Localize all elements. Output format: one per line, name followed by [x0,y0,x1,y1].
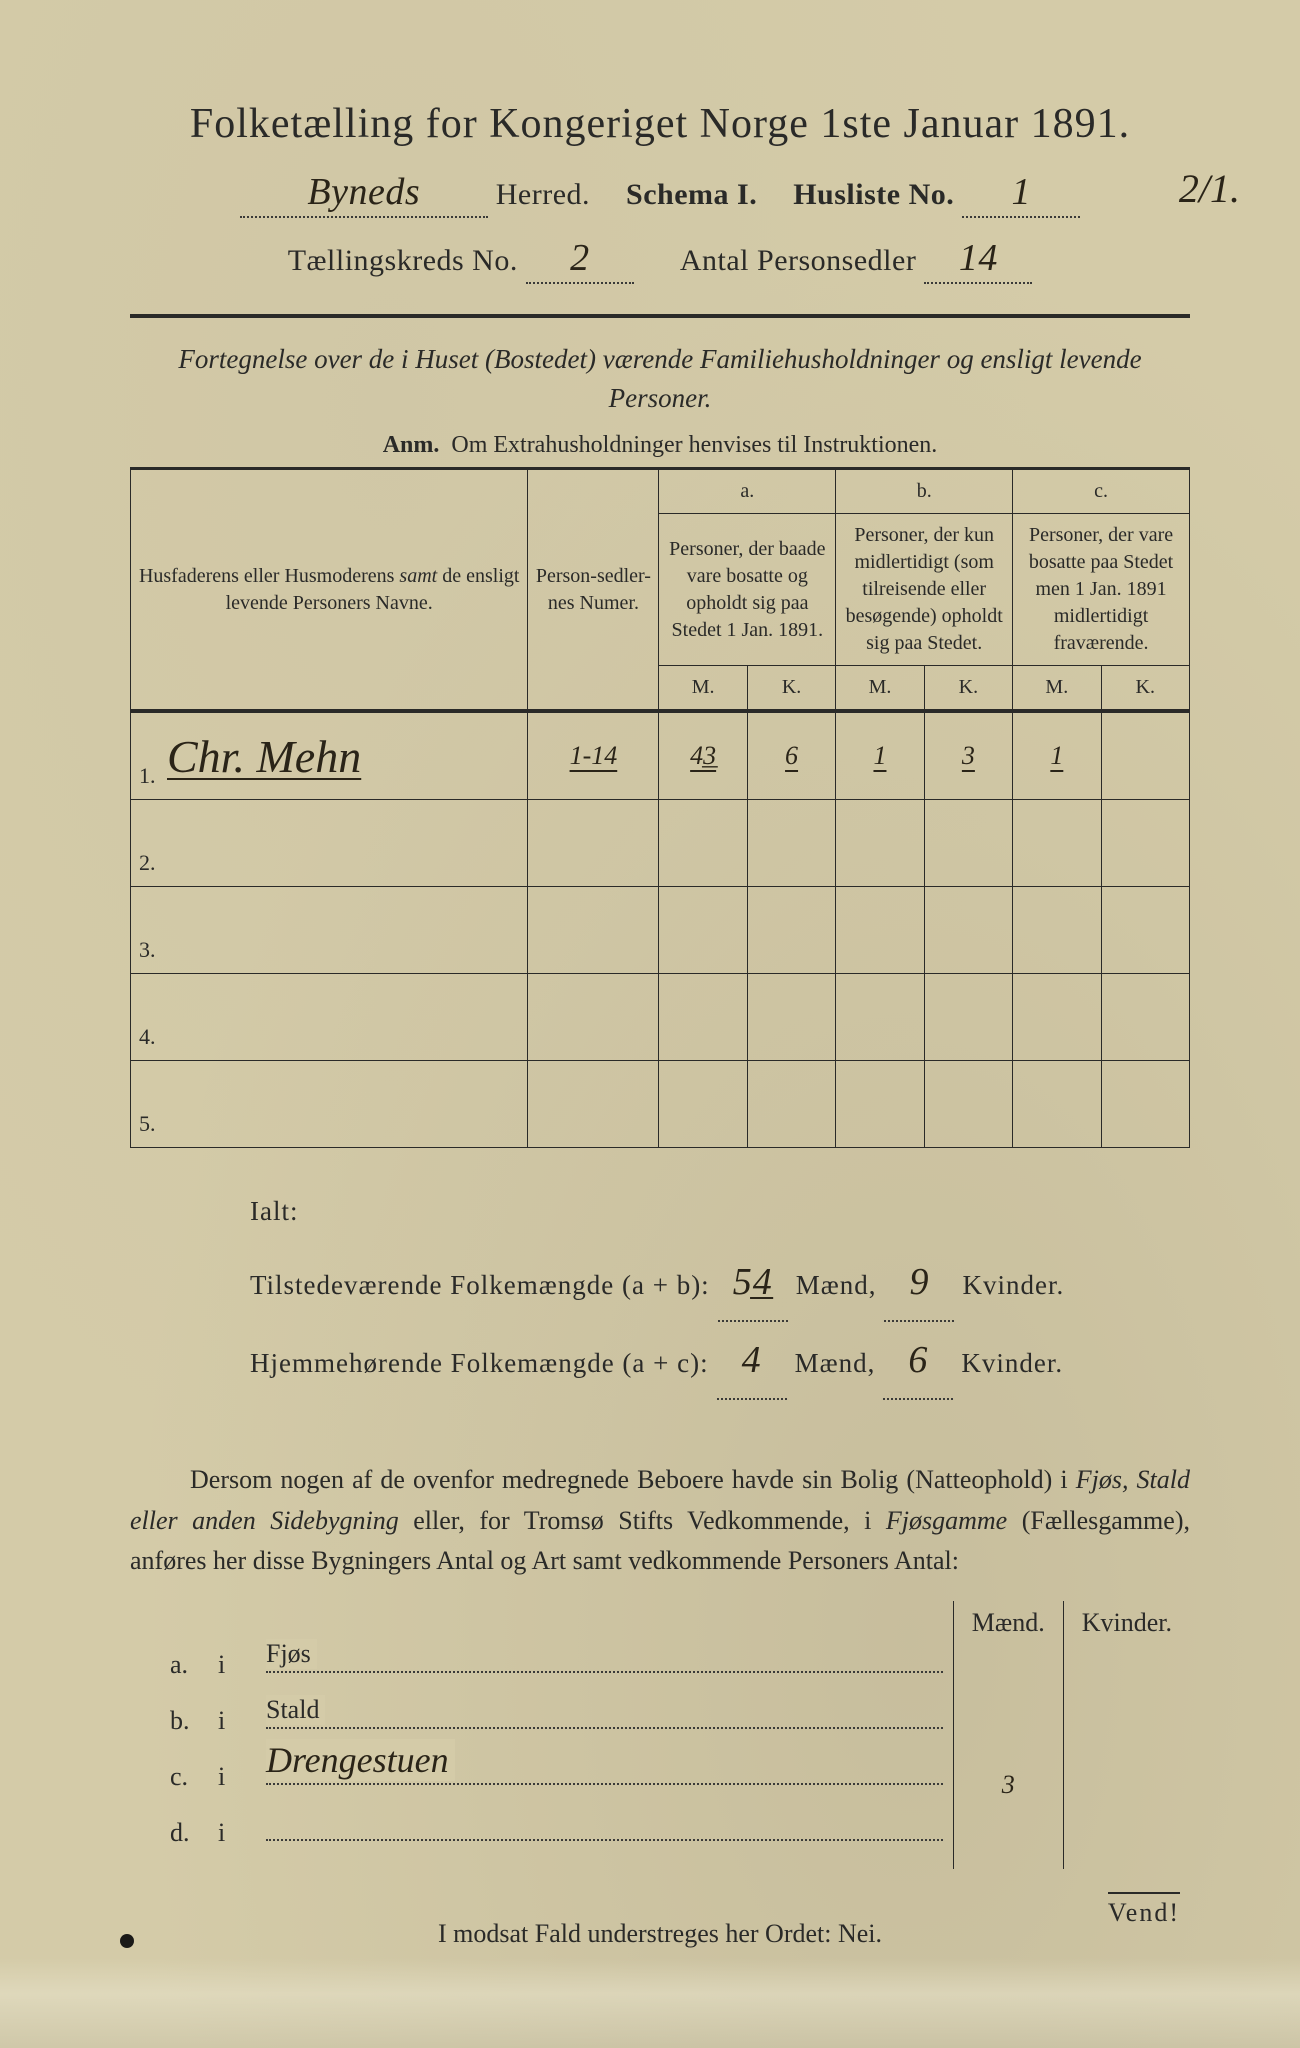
building-row-c: c. i Drengestuen [130,1757,943,1813]
col-a-k: K. [747,666,835,712]
divider-rule [130,314,1190,318]
col-c-text: Personer, der vare bosatte paa Stedet me… [1013,514,1190,666]
col-c-m: M. [1013,666,1101,712]
present-m: 5͟4 [718,1244,788,1322]
resident-k: 6 [883,1322,953,1400]
building-kvinder-header: Kvinder. [1063,1601,1190,1645]
resident-total-row: Hjemmehørende Folkemængde (a + c): 4 Mæn… [250,1322,1190,1400]
husliste-label: Husliste No. [793,178,954,212]
antal-label: Antal Personsedler [680,244,916,278]
dersom-paragraph: Dersom nogen af de ovenfor medregnede Be… [130,1460,1190,1581]
person-name: Chr. Mehn [167,731,361,782]
modsat-text: I modsat Fald understreges her Ordet: Ne… [130,1919,1190,1949]
building-maend-header: Mænd. [953,1601,1063,1645]
antal-value: 14 [924,236,1032,284]
stald-label: Stald [266,1695,325,1725]
cell-c-m: 1 [1013,711,1101,800]
col-c-k: K. [1101,666,1189,712]
cell-c-k [1101,711,1189,800]
ink-dot [120,1934,134,1948]
header-row-2: Tællingskreds No. 2 Antal Personsedler 1… [130,236,1190,284]
kreds-label: Tællingskreds No. [288,244,518,278]
numer-cell: 1-14 [528,711,659,800]
building-row-a: a. i Fjøs [130,1645,943,1701]
col-a-label: a. [659,469,836,514]
col-a-m: M. [659,666,747,712]
herred-value: Byneds [240,170,488,218]
main-title: Folketælling for Kongeriget Norge 1ste J… [130,100,1190,148]
census-form-page: Folketælling for Kongeriget Norge 1ste J… [0,0,1300,2048]
resident-m: 4 [717,1322,787,1400]
cell-b-k: 3 [924,711,1012,800]
col-names: Husfaderens eller Husmoderens samt de en… [131,469,528,712]
header-row-1: Byneds Herred. Schema I. Husliste No. 1 [130,170,1190,218]
table-body: 1.Chr. Mehn 1-14 4͟3 6 1 3 1 2. 3. 4. [131,711,1190,1148]
schema-label: Schema I. [626,178,757,212]
present-k: 9 [884,1244,954,1322]
margin-annotation: 2/1. [1179,165,1240,212]
col-b-label: b. [836,469,1013,514]
table-row: 2. [131,800,1190,887]
herred-label: Herred. [496,178,590,212]
col-b-k: K. [924,666,1012,712]
vend-label: Vend! [1108,1892,1180,1928]
building-row-b: b. i Stald [130,1701,943,1757]
husliste-value: 1 [962,170,1080,218]
table-row: 5. [131,1061,1190,1148]
form-description: Fortegnelse over de i Huset (Bostedet) v… [150,340,1170,418]
ialt-label: Ialt: [250,1184,1190,1238]
totals-block: Ialt: Tilstedeværende Folkemængde (a + b… [250,1184,1190,1400]
col-a-text: Personer, der baade vare bosatte og opho… [659,514,836,666]
cell-a-m: 4͟3 [659,711,747,800]
col-c-label: c. [1013,469,1190,514]
cell-b-m: 1 [836,711,924,800]
building-block: a. i Fjøs b. i Stald c. i Drengestuen d.… [130,1601,1190,1869]
table-row: 3. [131,887,1190,974]
fjos-label: Fjøs [266,1639,317,1669]
table-row: 4. [131,974,1190,1061]
col-numer: Person-sedler-nes Numer. [528,469,659,712]
drengestuen-m: 3 [953,1757,1063,1813]
kreds-value: 2 [526,236,634,284]
col-b-text: Personer, der kun midlertidigt (som tilr… [836,514,1013,666]
cell-a-k: 6 [747,711,835,800]
table-row: 1.Chr. Mehn 1-14 4͟3 6 1 3 1 [131,711,1190,800]
drengestuen-label: Drengestuen [266,1739,455,1781]
anm-note: Anm. Om Extrahusholdninger henvises til … [130,432,1190,459]
building-list: a. i Fjøs b. i Stald c. i Drengestuen d.… [130,1601,953,1869]
household-table: Husfaderens eller Husmoderens samt de en… [130,467,1190,1148]
building-mk-table: Mænd. Kvinder. 3 [953,1601,1190,1869]
present-total-row: Tilstedeværende Folkemængde (a + b): 5͟4… [250,1244,1190,1322]
building-row-d: d. i [130,1813,943,1869]
col-b-m: M. [836,666,924,712]
